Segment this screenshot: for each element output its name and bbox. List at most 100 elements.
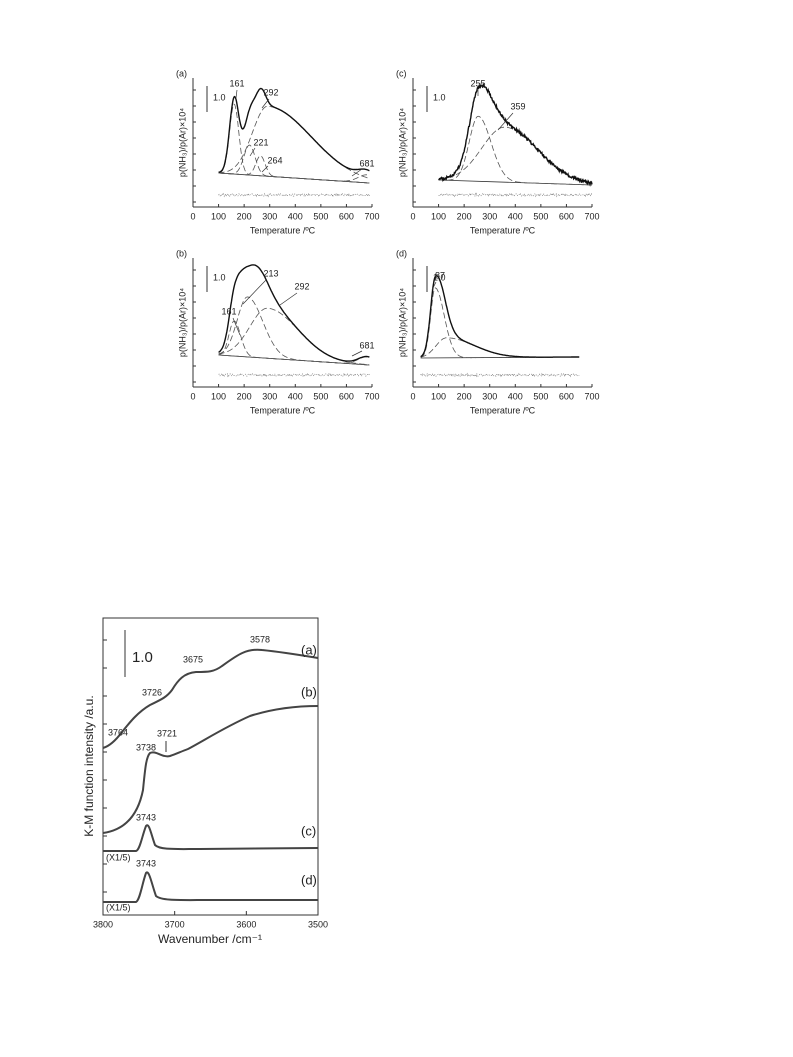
x-tick-label: 700 <box>584 211 599 221</box>
x-tick-label: 400 <box>508 211 523 221</box>
peak-label: 681 <box>359 340 374 350</box>
leader-line <box>249 147 256 157</box>
x-axis-label: Temperature /ºC <box>250 405 316 415</box>
x-tick-label: 3600 <box>236 919 256 929</box>
component-curve <box>218 296 369 366</box>
curve-label: (d) <box>301 872 317 887</box>
leader-line <box>431 281 437 291</box>
x-tick-label: 500 <box>313 211 328 221</box>
peak-label: 3738 <box>136 742 156 752</box>
x-tick-label: 400 <box>508 391 523 401</box>
scale-label: 1.0 <box>132 649 153 666</box>
x-tick-label: 3800 <box>93 919 113 929</box>
peak-label: 3764 <box>108 727 128 737</box>
residual-curve <box>420 372 580 378</box>
curve-b <box>102 705 319 834</box>
panel: 0 100 200 300 400 500 600 700 Temperature /ºC p(N… <box>396 248 600 415</box>
x-tick-label: 400 <box>288 391 303 401</box>
panel: 0 100 200 300 400 500 600 700 Temperature /ºC p(N… <box>176 68 380 235</box>
x-axis-label: Temperature /ºC <box>470 405 536 415</box>
panel: 0 100 200 300 400 500 600 700 Temperature /ºC p(N… <box>176 248 380 415</box>
leader-line <box>242 279 267 305</box>
x-tick-label: 500 <box>533 391 548 401</box>
peak-label: 3578 <box>250 634 270 644</box>
peak-label: 161 <box>229 78 244 88</box>
peak-label: 161 <box>221 306 236 316</box>
x-tick-label: 0 <box>190 211 195 221</box>
leader-line <box>279 292 298 306</box>
leader-line <box>261 165 269 173</box>
y-axis-label: p(NH₃)/p(Ar)×10⁴ <box>397 108 407 177</box>
x-tick-label: 600 <box>559 211 574 221</box>
component-curve <box>218 172 369 182</box>
panel-label: (a) <box>176 68 187 78</box>
figure-1: 0 100 200 300 400 500 600 700 Temperature /ºC p(N… <box>176 68 600 415</box>
x-tick-label: 300 <box>482 211 497 221</box>
total-curve <box>218 87 370 174</box>
x-axis-label: Wavenumber /cm⁻¹ <box>158 932 262 946</box>
y-axis-label: p(NH₃)/p(Ar)×10⁴ <box>177 108 187 177</box>
y-axis-label: p(NH₃)/p(Ar)×10⁴ <box>177 288 187 357</box>
total-curve <box>438 82 593 187</box>
component-curve <box>438 115 592 186</box>
leader-line <box>232 317 241 336</box>
x-tick-label: 0 <box>410 391 415 401</box>
leader-line <box>497 112 514 131</box>
x-tick-label: 300 <box>482 391 497 401</box>
x-tick-label: 500 <box>533 211 548 221</box>
x-tick-label: 200 <box>237 211 252 221</box>
x-tick-label: 0 <box>410 211 415 221</box>
peak-label: 264 <box>267 155 282 165</box>
y-axis-label: p(NH₃)/p(Ar)×10⁴ <box>397 288 407 357</box>
component-curve <box>218 155 369 184</box>
component-curve <box>218 354 369 364</box>
peak-label: 3743 <box>136 812 156 822</box>
x-tick-label: 0 <box>190 391 195 401</box>
baseline <box>438 179 593 186</box>
curve-c <box>103 824 319 852</box>
peak-label: 292 <box>263 87 278 97</box>
residual-curve <box>218 192 370 198</box>
plot-frame <box>102 617 319 916</box>
x-tick-label: 700 <box>584 391 599 401</box>
y-axis-label: K-M function intensity /a.u. <box>82 695 96 836</box>
x-tick-label: 100 <box>211 211 226 221</box>
x-tick-label: 3500 <box>308 919 328 929</box>
x-tick-label: 100 <box>431 211 446 221</box>
x-tick-label: 300 <box>262 211 277 221</box>
figure-2: 1.0 (a) (b) (c) (d) 3764 3726 3675 3578 … <box>82 617 328 946</box>
x-tick-label: 400 <box>288 211 303 221</box>
x-tick-label: 600 <box>339 211 354 221</box>
peak-label: 3743 <box>136 858 156 868</box>
scale-label: 1.0 <box>213 92 226 102</box>
x-tick-label: 300 <box>262 391 277 401</box>
scale-label: 1.0 <box>213 272 226 282</box>
x-axis-label: Temperature /ºC <box>250 225 316 235</box>
x-tick-label: 600 <box>339 391 354 401</box>
leader-line <box>351 168 363 177</box>
x-tick-label: 200 <box>457 391 472 401</box>
panel: 0 100 200 300 400 500 600 700 Temperature /ºC p(N… <box>396 68 600 235</box>
peak-label: 3726 <box>142 687 162 697</box>
factor-label: (X1/5) <box>106 902 131 912</box>
curve-d <box>103 871 318 903</box>
residual-curve <box>218 372 370 378</box>
x-tick-label: 200 <box>237 391 252 401</box>
x-tick-label: 100 <box>211 391 226 401</box>
curve-label: (c) <box>301 823 316 838</box>
peak-label: 255 <box>470 78 485 88</box>
panel-label: (b) <box>176 248 187 258</box>
x-tick-label: 100 <box>431 391 446 401</box>
total-curve <box>218 264 370 362</box>
peak-label: 681 <box>359 158 374 168</box>
x-tick-label: 200 <box>457 211 472 221</box>
x-tick-label: 700 <box>364 391 379 401</box>
leader-line <box>261 98 270 109</box>
peak-label: 292 <box>294 281 309 291</box>
x-axis-label: Temperature /ºC <box>470 225 536 235</box>
curve-label: (a) <box>301 642 317 657</box>
peak-label: 3721 <box>157 728 177 738</box>
x-tick-label: 600 <box>559 391 574 401</box>
